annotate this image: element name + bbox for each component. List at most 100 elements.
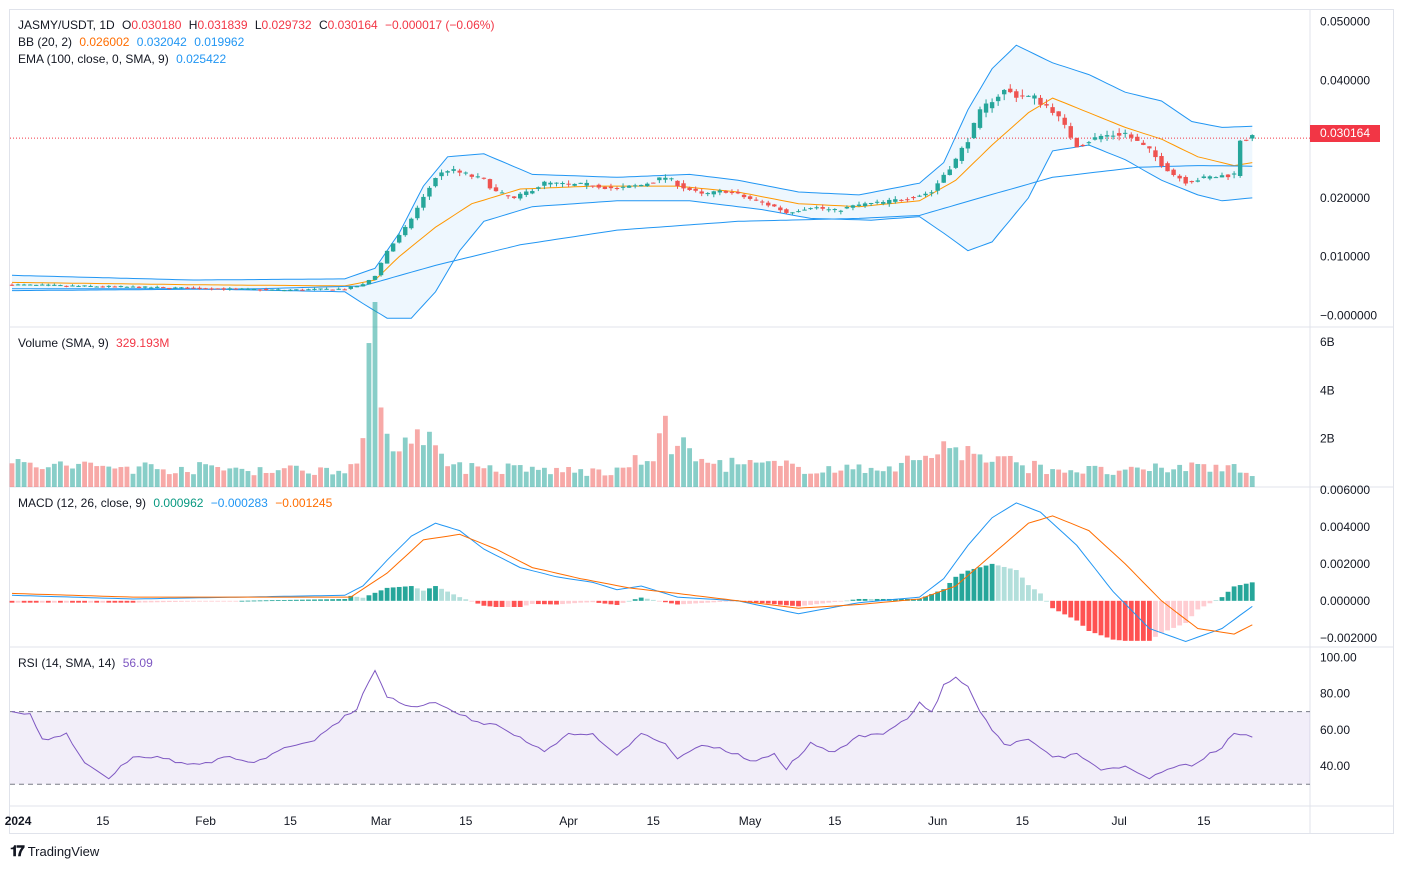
x-tick-label: 15 [284, 814, 298, 828]
macd-histogram-bar [554, 600, 559, 605]
candle-body [1189, 181, 1194, 183]
macd-histogram-bar [983, 565, 989, 601]
candle-body [1098, 135, 1104, 140]
macd-histogram-bar [898, 598, 904, 601]
rsi-line [11, 669, 1253, 780]
volume-bar [1165, 472, 1170, 487]
volume-legend[interactable]: Volume (SMA, 9) 329.193M [18, 335, 173, 351]
candle-body [324, 288, 329, 290]
volume-bar [511, 465, 517, 487]
bb-legend[interactable]: BB (20, 2) 0.026002 0.032042 0.019962 [18, 34, 248, 50]
macd-histogram-bar [650, 599, 656, 601]
macd-histogram-bar [439, 588, 444, 601]
volume-bar [1159, 467, 1164, 487]
macd-histogram-bar [390, 587, 396, 601]
volume-bar [233, 467, 239, 487]
volume-bar [729, 457, 735, 487]
macd-histogram-bar [796, 600, 801, 607]
volume-bar [765, 461, 771, 487]
macd-histogram-bar [9, 600, 15, 603]
ema-legend[interactable]: EMA (100, close, 0, SMA, 9) 0.025422 [18, 51, 230, 67]
candle-body [239, 288, 245, 290]
volume-bar [548, 474, 553, 487]
candle-body [1213, 177, 1219, 179]
candle-body [245, 288, 251, 290]
volume-bar [808, 473, 813, 487]
macd-histogram-bar [844, 600, 850, 602]
macd-histogram-bar [33, 600, 39, 603]
candle-body [52, 284, 57, 286]
macd-histogram-bar [378, 590, 384, 601]
volume-bar [1153, 463, 1158, 487]
candle-body [106, 285, 111, 287]
volume-bar [263, 472, 269, 487]
candle-body [911, 197, 916, 199]
candle-body [1207, 176, 1213, 179]
candle-body [433, 177, 438, 187]
volume-bar [493, 471, 499, 487]
macd-histogram-bar [753, 600, 759, 603]
volume-bar [51, 463, 57, 487]
macd-histogram-bar [408, 586, 414, 601]
volume-bar [632, 455, 638, 487]
volume-bar [227, 468, 233, 487]
y-tick-label: −0.000000 [1320, 308, 1377, 322]
volume-bar [977, 454, 983, 487]
candle-body [1074, 137, 1079, 148]
volume-bar [959, 460, 965, 487]
macd-histogram-bar [1225, 591, 1231, 601]
volume-bar [614, 467, 620, 487]
volume-bar [166, 474, 172, 487]
volume-bar [9, 463, 15, 487]
candle-body [76, 285, 81, 287]
candle-body [645, 183, 650, 187]
volume-bar [1213, 464, 1219, 487]
macd-histogram-bar [856, 598, 862, 601]
volume-bar [421, 445, 426, 487]
volume-bar [1019, 465, 1025, 487]
rsi-legend[interactable]: RSI (14, SMA, 14) 56.09 [18, 655, 157, 671]
macd-label: MACD (12, 26, close, 9) [18, 496, 147, 510]
macd-histogram-bar [820, 600, 826, 604]
macd-histogram-bar [1122, 600, 1128, 641]
volume-bar [784, 460, 789, 487]
candle-body [554, 182, 559, 184]
candle-body [372, 275, 378, 280]
macd-histogram-bar [88, 600, 94, 603]
volume-bar [723, 471, 729, 487]
candle-body [27, 284, 33, 286]
candle-body [9, 284, 15, 286]
symbol-label[interactable]: JASMY/USDT, 1D [18, 18, 115, 32]
macd-histogram-bar [729, 600, 735, 602]
candle-body [1129, 134, 1134, 138]
volume-bar [396, 451, 402, 487]
macd-histogram-bar [1243, 583, 1249, 601]
candle-body [173, 287, 178, 289]
macd-histogram-bar [281, 600, 287, 601]
volume-bar [638, 464, 644, 487]
macd-histogram-bar [15, 600, 21, 603]
volume-bar [469, 463, 475, 487]
tradingview-brand[interactable]: 𝟏𝟕 TradingView [10, 843, 99, 860]
candle-body [130, 286, 136, 288]
volume-bar [1237, 472, 1243, 487]
macd-histogram-bar [923, 596, 928, 601]
candle-body [366, 280, 372, 285]
candle-body [959, 147, 965, 161]
volume-bar [88, 462, 94, 487]
macd-legend[interactable]: MACD (12, 26, close, 9) 0.000962 −0.0002… [18, 495, 336, 511]
volume-bar [15, 459, 21, 487]
macd-histogram-bar [348, 595, 354, 601]
macd-histogram-bar [1165, 600, 1170, 631]
volume-bar [687, 448, 692, 487]
candle-body [983, 103, 989, 113]
candle-body [1044, 104, 1049, 106]
macd-histogram-bar [917, 598, 922, 601]
candle-body [977, 109, 983, 128]
candle-body [499, 192, 505, 194]
volume-bar [826, 466, 832, 487]
volume-bar [1086, 466, 1092, 487]
macd-histogram-bar [112, 600, 118, 603]
bollinger-band-fill [12, 45, 1253, 319]
